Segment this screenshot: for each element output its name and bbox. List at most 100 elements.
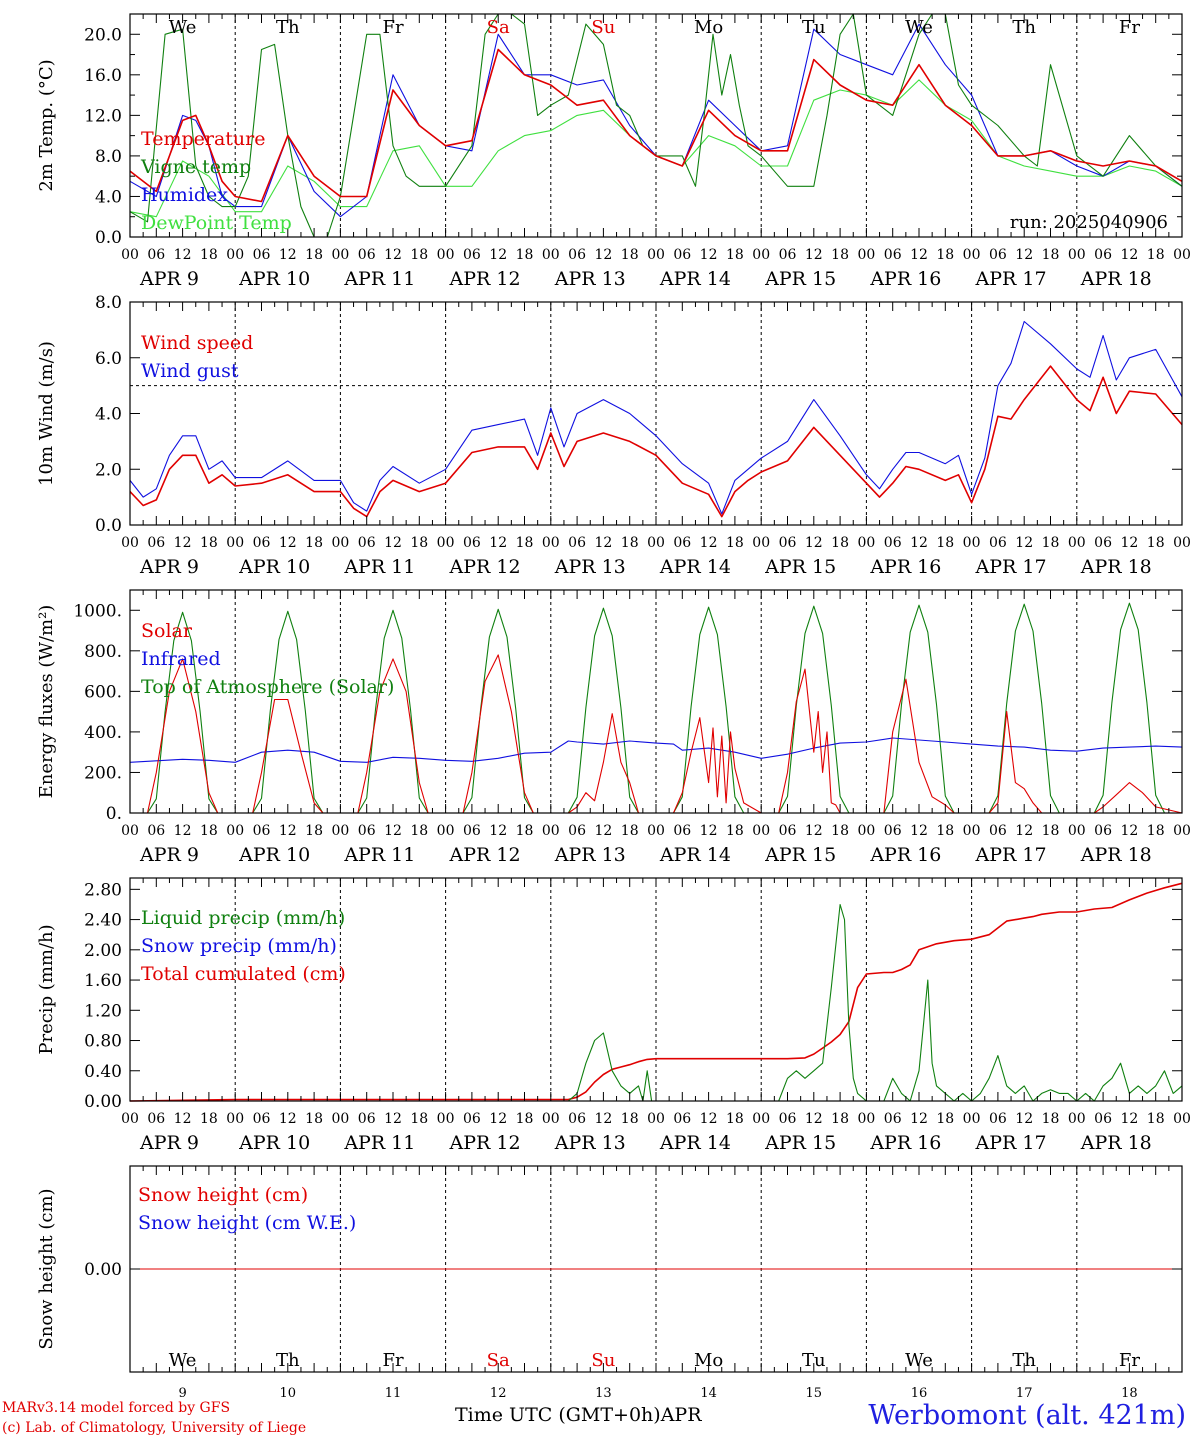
- hour-tick-label: 00: [121, 1111, 139, 1127]
- y-axis-label: Precip (mm/h): [36, 924, 57, 1054]
- hour-tick-label: 00: [1068, 535, 1086, 551]
- date-label: APR 16: [869, 556, 941, 578]
- legend-entry: Total cumulated (cm): [141, 963, 346, 985]
- hour-tick-label: 00: [331, 823, 349, 839]
- y-tick-label: 8.0: [95, 147, 122, 167]
- hour-tick-label: 18: [200, 1111, 218, 1127]
- y-tick-label: 0.80: [84, 1032, 122, 1052]
- hour-tick-label: 00: [331, 535, 349, 551]
- hour-tick-label: 12: [174, 1111, 192, 1127]
- hour-tick-label: 18: [831, 1111, 849, 1127]
- hour-tick-label: 18: [1147, 247, 1165, 263]
- date-label: APR 17: [975, 268, 1047, 290]
- date-label: APR 18: [1080, 844, 1152, 866]
- series-line-temperature: [129, 48, 1183, 203]
- hour-tick-label: 06: [147, 1111, 165, 1127]
- hour-tick-label: 12: [910, 823, 928, 839]
- legend-entry: Vigne temp: [140, 156, 251, 178]
- date-label: APR 12: [449, 556, 521, 578]
- date-label: APR 10: [238, 844, 310, 866]
- y-tick-label: 1.20: [84, 1001, 122, 1021]
- hour-tick-label: 06: [253, 247, 271, 263]
- hour-tick-label: 12: [805, 1111, 823, 1127]
- date-label: APR 18: [1080, 268, 1152, 290]
- day-number-label: 10: [280, 1386, 297, 1401]
- weekday-label: Th: [1012, 1350, 1036, 1371]
- hour-tick-label: 18: [621, 535, 639, 551]
- plot-frame: [129, 301, 1183, 526]
- date-label: APR 17: [975, 1132, 1047, 1154]
- day-number-label: 17: [1016, 1386, 1033, 1401]
- day-number-label: 18: [1121, 1386, 1138, 1401]
- weekday-label: Sa: [487, 1350, 510, 1371]
- date-label: APR 18: [1080, 556, 1152, 578]
- date-label: APR 12: [449, 1132, 521, 1154]
- date-label: APR 15: [764, 556, 836, 578]
- hour-tick-label: 18: [726, 247, 744, 263]
- hour-tick-label: 00: [752, 1111, 770, 1127]
- month-label: APR: [660, 1404, 702, 1426]
- hour-tick-label: 00: [857, 247, 875, 263]
- date-label: APR 9: [139, 844, 199, 866]
- y-tick-label: 12.0: [84, 106, 122, 126]
- weekday-label: Su: [591, 17, 615, 38]
- date-label: APR 15: [764, 844, 836, 866]
- hour-tick-label: 18: [200, 247, 218, 263]
- date-label: APR 11: [343, 268, 415, 290]
- date-label: APR 11: [343, 1132, 415, 1154]
- hour-tick-label: 06: [253, 535, 271, 551]
- hour-tick-label: 00: [437, 823, 455, 839]
- legend-entry: Top of Atmosphere (Solar): [141, 676, 394, 698]
- hour-tick-label: 12: [279, 247, 297, 263]
- hour-tick-label: 00: [437, 247, 455, 263]
- hour-tick-label: 12: [700, 1111, 718, 1127]
- date-label: APR 15: [764, 268, 836, 290]
- panel-4: 0.00 0.40 0.80 1.20 1.60 2.00 2.40 2.80 Precip (…: [36, 877, 1191, 1154]
- hour-tick-label: 12: [594, 247, 612, 263]
- hour-tick-label: 06: [147, 247, 165, 263]
- y-axis-label: 2m Temp. (°C): [36, 59, 57, 191]
- hour-tick-label: 12: [384, 535, 402, 551]
- hour-tick-label: 06: [989, 247, 1007, 263]
- hour-tick-label: 12: [805, 247, 823, 263]
- y-tick-label: 2.0: [95, 460, 122, 480]
- y-tick-label: 16.0: [84, 66, 122, 86]
- day-number-label: 16: [911, 1386, 928, 1401]
- hour-tick-label: 12: [279, 823, 297, 839]
- hour-tick-label: 12: [1015, 1111, 1033, 1127]
- hour-tick-label: 18: [621, 1111, 639, 1127]
- hour-tick-label: 06: [1094, 1111, 1112, 1127]
- legend-entry: Liquid precip (mm/h): [141, 907, 345, 929]
- y-tick-label: 0.00: [84, 1092, 122, 1112]
- hour-tick-label: 00: [226, 535, 244, 551]
- weekday-label: Fr: [382, 1350, 403, 1371]
- hour-tick-label: 00: [963, 535, 981, 551]
- hour-tick-label: 00: [752, 823, 770, 839]
- hour-tick-label: 06: [253, 823, 271, 839]
- date-label: APR 13: [554, 844, 626, 866]
- hour-tick-label: 06: [673, 1111, 691, 1127]
- legend-entry: Snow precip (mm/h): [141, 935, 337, 957]
- hour-tick-label: 12: [910, 1111, 928, 1127]
- y-tick-label: 800.: [84, 642, 122, 662]
- date-label: APR 16: [869, 844, 941, 866]
- y-tick-label: 0.40: [84, 1062, 122, 1082]
- y-tick-label: 400.: [84, 723, 122, 743]
- hour-tick-label: 00: [1068, 247, 1086, 263]
- series-line-total-cumulated-cm-: [129, 882, 1183, 1102]
- weekday-label: Th: [276, 17, 300, 38]
- y-tick-label: 0.0: [95, 228, 122, 248]
- hour-tick-label: 18: [621, 823, 639, 839]
- panel-3: 0. 200. 400. 600. 800. 1000. Energy fluxes (W/…: [36, 589, 1191, 866]
- hour-tick-label: 12: [174, 247, 192, 263]
- hour-tick-label: 06: [884, 535, 902, 551]
- hour-tick-label: 00: [647, 1111, 665, 1127]
- hour-tick-label: 00: [226, 1111, 244, 1127]
- hour-tick-label: 12: [384, 823, 402, 839]
- y-tick-label: 0.: [106, 804, 122, 824]
- hour-tick-label: 18: [305, 535, 323, 551]
- hour-tick-label: 06: [568, 247, 586, 263]
- hour-tick-label: 18: [1042, 1111, 1060, 1127]
- hour-tick-label: 00: [647, 535, 665, 551]
- legend-entry: Wind gust: [141, 360, 239, 382]
